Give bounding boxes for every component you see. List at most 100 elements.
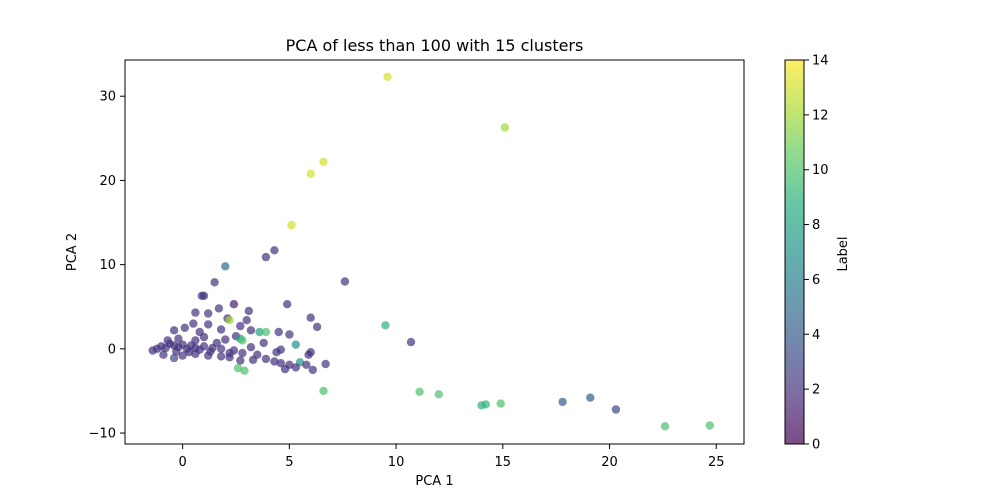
data-point-67	[248, 355, 258, 364]
colorbar-tick-label: 8	[812, 218, 820, 233]
data-point-51	[304, 350, 313, 359]
data-point-98	[434, 390, 443, 399]
data-point-6	[261, 252, 271, 262]
data-point-64	[308, 365, 317, 375]
data-point-32	[255, 327, 264, 337]
data-point-103	[586, 393, 595, 402]
colorbar: 0 2 4 6 8 10 12 14 Label	[784, 54, 851, 453]
data-point-69	[233, 364, 243, 373]
data-point-12	[229, 300, 239, 309]
data-point-37	[199, 332, 209, 342]
x-axis-ticks: 0 5 10 15 20 25	[178, 444, 725, 470]
data-point-20	[225, 316, 234, 325]
data-points	[148, 72, 714, 431]
data-point-13	[283, 300, 292, 309]
data-point-18	[306, 313, 315, 322]
data-point-65	[291, 363, 300, 372]
data-point-14	[214, 304, 224, 313]
data-point-3	[306, 169, 315, 178]
data-point-76	[169, 353, 179, 363]
colorbar-tick-label: 10	[812, 163, 829, 178]
data-point-75	[178, 351, 187, 360]
data-point-42	[406, 337, 416, 347]
data-point-90	[199, 342, 209, 351]
x-tick-label: 5	[285, 455, 293, 470]
data-point-104	[611, 405, 621, 414]
data-point-48	[246, 343, 256, 352]
data-point-63	[321, 359, 330, 369]
colorbar-gradient	[784, 59, 805, 445]
data-point-70	[240, 366, 249, 375]
data-point-0	[383, 72, 392, 82]
data-point-58	[270, 357, 279, 366]
data-point-100	[481, 400, 490, 409]
data-point-72	[216, 352, 226, 361]
data-point-22	[189, 319, 198, 328]
y-tick-label: 30	[99, 90, 116, 105]
data-point-1	[500, 123, 510, 132]
data-point-93	[229, 346, 239, 355]
colorbar-ticks: 0 2 4 6 8 10 12 14	[804, 54, 829, 453]
data-point-91	[208, 343, 217, 353]
colorbar-label: Label	[836, 236, 851, 271]
data-point-96	[319, 386, 328, 396]
colorbar-tick-label: 0	[812, 438, 820, 453]
data-point-40	[221, 335, 230, 344]
data-point-95	[184, 348, 194, 357]
data-point-46	[174, 334, 183, 343]
data-point-52	[272, 348, 281, 357]
data-point-8	[340, 277, 350, 286]
data-point-2	[319, 157, 328, 167]
data-point-23	[204, 320, 213, 329]
data-point-7	[221, 262, 230, 271]
data-point-77	[159, 350, 168, 359]
data-point-28	[216, 325, 226, 334]
data-point-27	[180, 323, 189, 332]
y-tick-label: 10	[99, 258, 116, 273]
y-tick-label: 20	[99, 174, 116, 189]
x-tick-label: 10	[388, 455, 405, 470]
y-tick-label: −10	[89, 427, 116, 442]
data-point-66	[280, 364, 290, 374]
data-point-25	[236, 321, 245, 331]
data-point-29	[246, 326, 256, 335]
colorbar-tick-label: 14	[812, 54, 829, 69]
colorbar-tick-label: 4	[812, 328, 820, 343]
plot-frame	[124, 59, 745, 445]
data-point-16	[191, 308, 200, 317]
x-tick-label: 0	[178, 455, 186, 470]
data-point-92	[216, 344, 226, 353]
data-point-11	[199, 291, 209, 300]
y-axis-ticks: −10 0 10 20 30	[89, 90, 125, 442]
data-point-105	[660, 422, 670, 431]
colorbar-tick-label: 2	[812, 383, 820, 398]
data-point-106	[705, 421, 714, 430]
data-point-43	[259, 338, 268, 348]
data-point-34	[274, 327, 283, 337]
data-point-97	[415, 387, 424, 396]
data-point-71	[225, 353, 234, 362]
y-tick-label: 0	[108, 342, 116, 357]
data-point-9	[210, 278, 219, 287]
data-point-21	[242, 316, 251, 325]
data-point-101	[496, 399, 505, 408]
x-tick-label: 15	[495, 455, 512, 470]
data-point-15	[244, 306, 253, 316]
y-axis-label: PCA 2	[65, 233, 80, 271]
data-point-55	[238, 348, 247, 358]
x-tick-label: 25	[708, 455, 725, 470]
data-point-17	[204, 309, 213, 318]
data-point-62	[302, 360, 311, 369]
data-point-59	[276, 359, 285, 368]
data-point-24	[381, 321, 390, 330]
data-point-26	[312, 322, 322, 332]
data-point-39	[238, 336, 247, 345]
x-tick-label: 20	[601, 455, 618, 470]
colorbar-tick-label: 6	[812, 273, 820, 288]
data-point-5	[270, 246, 279, 255]
chart-title: PCA of less than 100 with 15 clusters	[286, 36, 584, 55]
data-point-57	[261, 354, 271, 364]
data-point-35	[285, 330, 294, 339]
